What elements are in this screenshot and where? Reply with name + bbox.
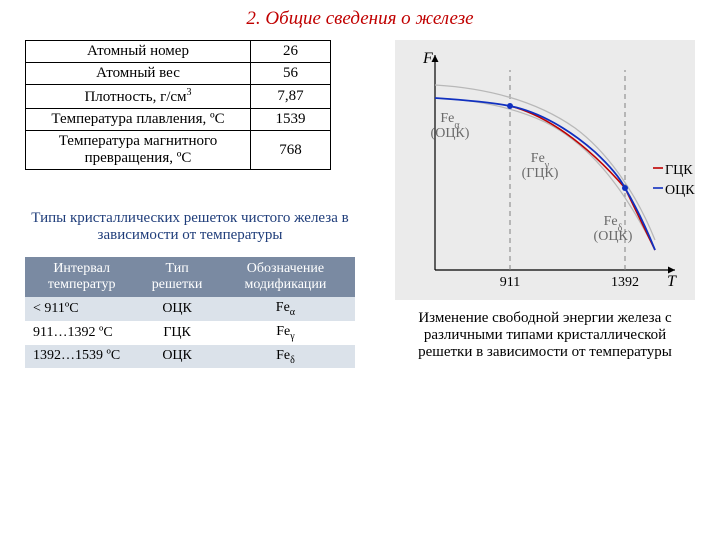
svg-text:F: F: [422, 50, 433, 67]
properties-table: Атомный номер26Атомный вес56Плотность, г…: [25, 40, 331, 170]
chart-caption: Изменение свободной энергии железа с раз…: [400, 310, 690, 361]
lattice-cell-type: ГЦК: [138, 321, 216, 345]
svg-text:ГЦК: ГЦК: [665, 163, 693, 178]
lattice-cell-mod: Feδ: [216, 345, 355, 369]
lattice-header: Интервал температур: [25, 257, 138, 297]
lattice-subheading: Типы кристаллических решеток чистого жел…: [30, 210, 350, 244]
lattice-header: Обозначение модификации: [216, 257, 355, 297]
free-energy-chart: FT9111392Feα(ОЦК)Feγ(ГЦК)Feδ(ОЦК)ГЦКОЦК: [395, 40, 695, 300]
prop-value: 7,87: [251, 85, 331, 109]
page-title: 2. Общие сведения о железе: [0, 0, 720, 30]
prop-value: 56: [251, 63, 331, 85]
prop-label: Плотность, г/см3: [26, 85, 251, 109]
svg-text:ОЦК: ОЦК: [665, 183, 695, 198]
prop-value: 768: [251, 131, 331, 170]
prop-label: Температура плавления, ºС: [26, 109, 251, 131]
lattice-table: Интервал температурТип решеткиОбозначени…: [25, 257, 355, 368]
lattice-cell-mod: Feγ: [216, 321, 355, 345]
lattice-cell-type: ОЦК: [138, 345, 216, 369]
svg-text:1392: 1392: [611, 275, 639, 290]
prop-label: Атомный вес: [26, 63, 251, 85]
lattice-cell-interval: 911…1392 ºС: [25, 321, 138, 345]
prop-value: 26: [251, 41, 331, 63]
prop-label: Атомный номер: [26, 41, 251, 63]
svg-text:T: T: [667, 273, 677, 290]
prop-label: Температура магнитного превращения, ºС: [26, 131, 251, 170]
lattice-cell-interval: 1392…1539 ºС: [25, 345, 138, 369]
prop-value: 1539: [251, 109, 331, 131]
svg-text:911: 911: [500, 275, 520, 290]
lattice-header: Тип решетки: [138, 257, 216, 297]
lattice-cell-mod: Feα: [216, 297, 355, 321]
lattice-cell-interval: < 911ºС: [25, 297, 138, 321]
lattice-cell-type: ОЦК: [138, 297, 216, 321]
